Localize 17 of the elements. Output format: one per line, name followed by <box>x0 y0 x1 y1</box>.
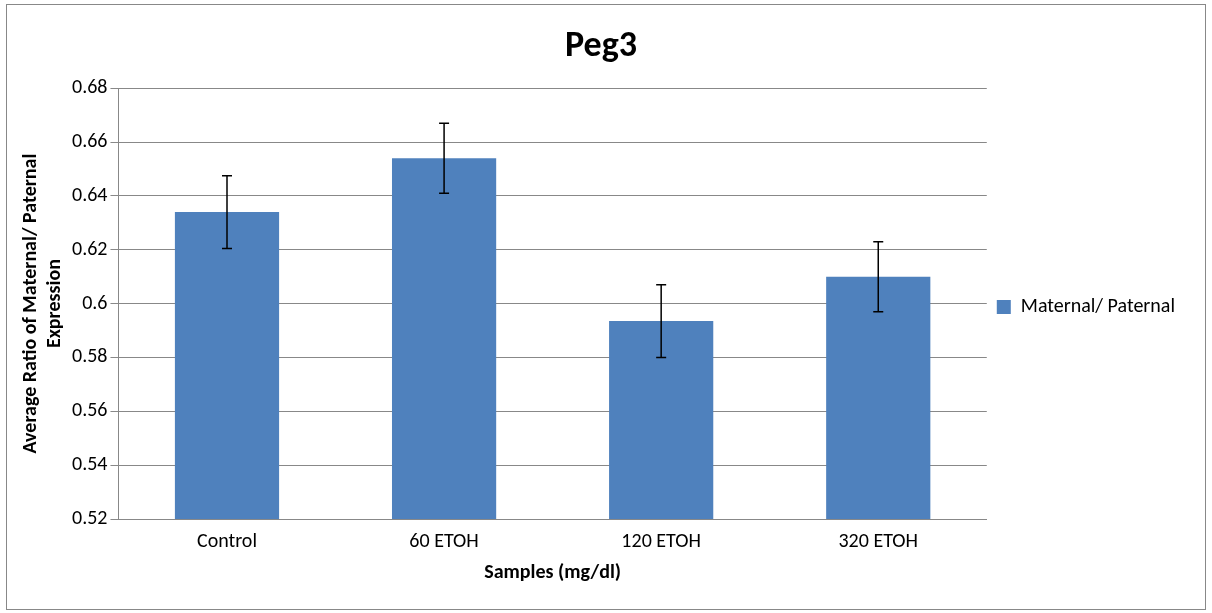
x-tick-label: 120 ETOH <box>621 528 701 552</box>
y-tick-label: 0.68 <box>71 74 108 99</box>
y-tick-label: 0.54 <box>71 451 108 476</box>
x-tick-label: 60 ETOH <box>409 528 479 552</box>
legend-label: Maternal/ Paternal <box>1020 293 1176 317</box>
y-axis-title: Average Ratio of Maternal/ Paternal Expression <box>17 153 65 454</box>
y-tick-label: 0.64 <box>71 181 108 206</box>
y-tick-label: 0.58 <box>71 343 108 368</box>
y-tick-label: 0.52 <box>71 505 108 529</box>
x-tick-label: Control <box>196 528 258 552</box>
chart-title: Peg3 <box>564 21 638 66</box>
y-tick-label: 0.6 <box>82 289 108 314</box>
y-tick-label: 0.62 <box>71 235 108 260</box>
y-tick-label: 0.56 <box>71 397 108 422</box>
y-tick-label: 0.66 <box>71 128 108 153</box>
x-axis-title: Samples (mg/dl) <box>484 559 622 583</box>
x-tick-label: 320 ETOH <box>838 528 919 552</box>
